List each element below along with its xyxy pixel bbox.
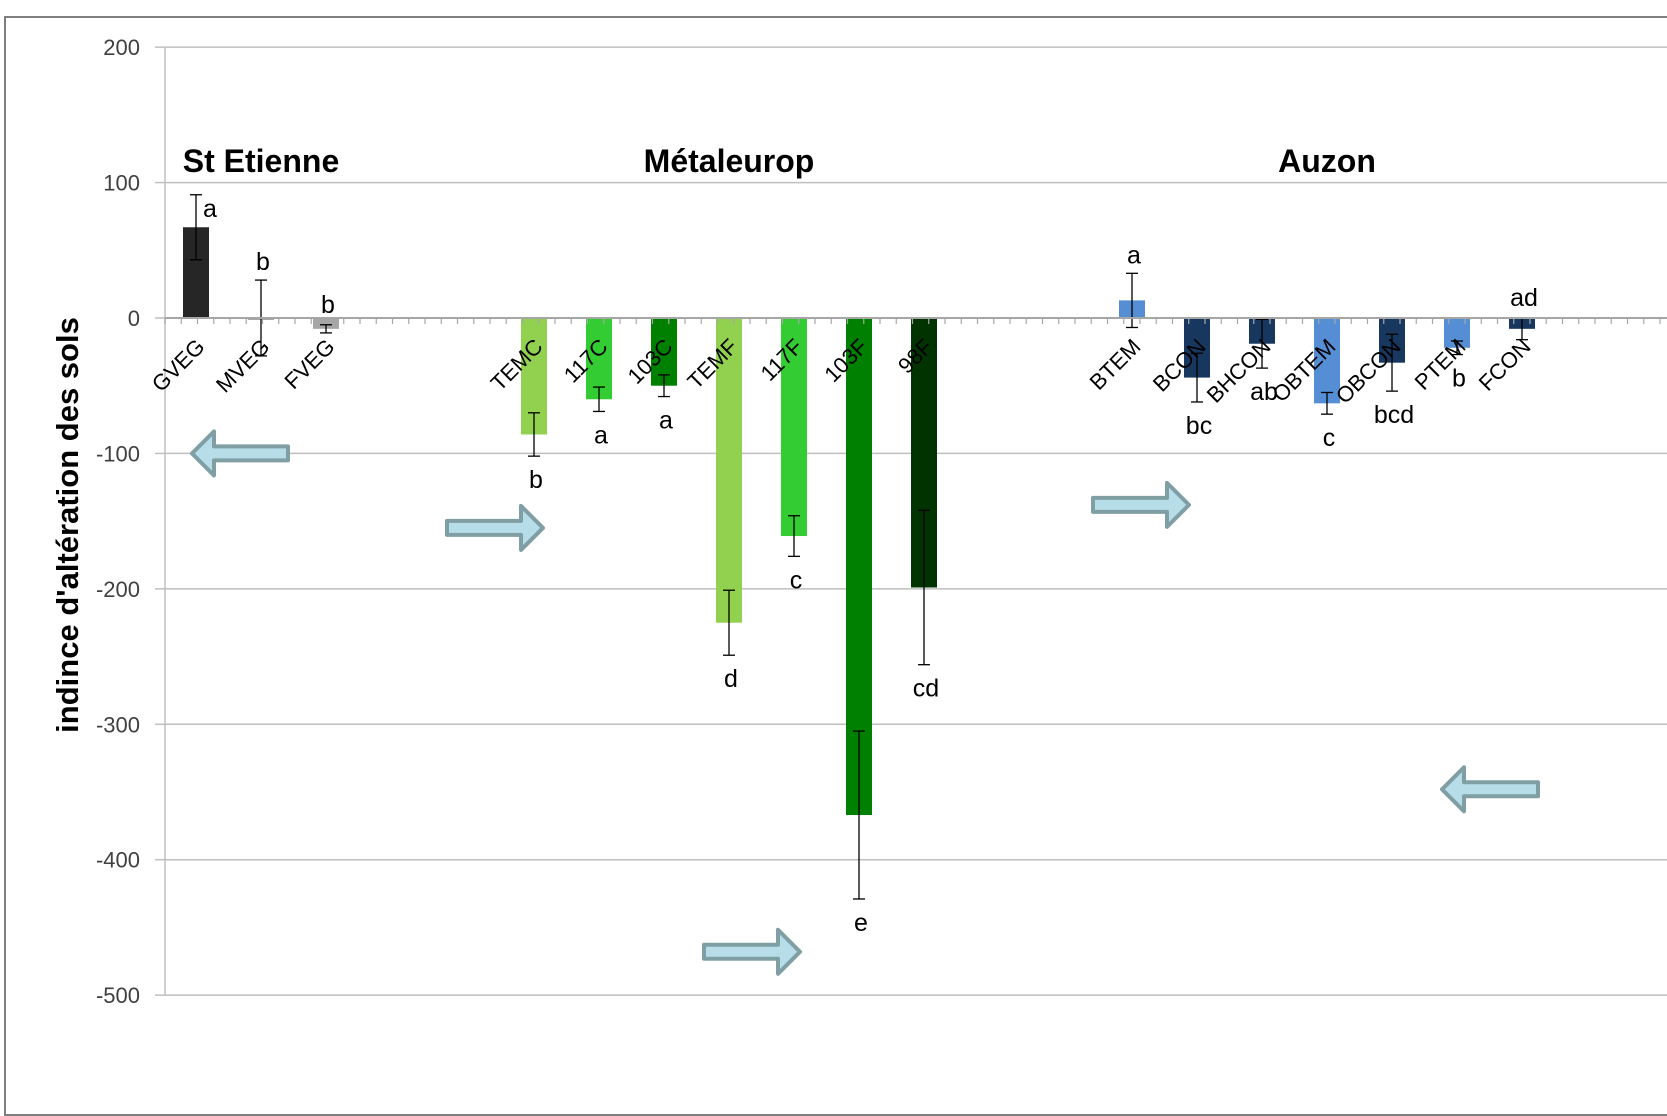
y-tick-label: -500 <box>96 983 140 1008</box>
bars <box>183 227 1535 816</box>
bar-117F <box>781 318 807 537</box>
category-labels: GVEG MVEG FVEG TEMC 117C 103C TEMF 117F 103F 98F B… <box>147 334 1536 409</box>
significance-letter: b <box>321 291 335 319</box>
category-label: FVEG <box>279 334 339 394</box>
arrow-left-icon <box>1440 765 1540 814</box>
significance-letter: ad <box>1510 284 1538 312</box>
arrows <box>190 429 1540 976</box>
significance-letter: b <box>1452 365 1466 393</box>
bar-FVEG <box>313 318 339 329</box>
arrow-right-icon <box>702 927 802 976</box>
zero-axis <box>164 317 1667 324</box>
group-label: Auzon <box>1278 143 1376 179</box>
category-label: MVEG <box>211 334 274 397</box>
significance-letter: c <box>790 566 803 594</box>
y-axis-label: indince d'altération des sols <box>50 317 85 733</box>
bar-117C <box>586 318 612 400</box>
y-tick-labels: 200 100 0 -100 -200 -300 -400 -500 <box>96 35 140 1008</box>
significance-letter: e <box>854 909 868 937</box>
y-tick-label: 100 <box>103 171 140 196</box>
category-label: BTEM <box>1085 334 1146 395</box>
y-tick-label: 0 <box>128 306 140 331</box>
significance-letter: c <box>1323 424 1336 452</box>
arrow-left-icon <box>190 429 290 478</box>
significance-letter: b <box>529 466 543 494</box>
arrow-right-icon <box>445 503 545 552</box>
y-tick-label: 200 <box>103 35 140 60</box>
y-tick-label: -100 <box>96 441 140 466</box>
group-labels: St EtienneMétaleuropAuzonGisfi <box>183 143 1376 179</box>
significance-letter: a <box>594 421 608 449</box>
y-tick-label: -300 <box>96 712 140 737</box>
bar-OBTEM <box>1314 318 1340 404</box>
significance-letter: a <box>659 407 673 435</box>
group-label: Métaleurop <box>644 143 815 179</box>
significance-letter: d <box>724 665 738 693</box>
bar-chart: 200 100 0 -100 -200 -300 -400 -500 GVEG MVEG FVEG… <box>50 35 1667 1008</box>
y-tick-label: -400 <box>96 848 140 873</box>
significance-letters: abbbaadcecdabcabcbcdbadab <box>203 195 1538 937</box>
error-bars <box>190 194 1528 900</box>
category-label: GVEG <box>147 334 210 397</box>
significance-letter: bc <box>1186 412 1212 440</box>
significance-letter: a <box>1127 241 1141 269</box>
bar-TEMF <box>716 318 742 623</box>
significance-letter: ab <box>1250 378 1278 406</box>
significance-letter: bcd <box>1374 401 1414 429</box>
arrow-right-icon <box>1091 480 1191 529</box>
category-label: OBCON <box>1331 334 1406 409</box>
category-label: FCON <box>1474 334 1536 396</box>
significance-letter: cd <box>913 675 939 703</box>
y-tick-label: -200 <box>96 577 140 602</box>
group-label: St Etienne <box>183 143 339 179</box>
significance-letter: a <box>203 195 217 223</box>
significance-letter: b <box>256 248 270 276</box>
